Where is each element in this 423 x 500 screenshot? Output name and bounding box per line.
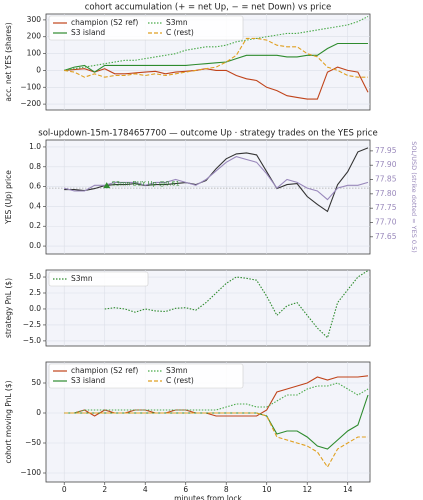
series-line [104,270,369,339]
y-tick-label: −200 [20,99,41,108]
y-tick-label: 100 [27,49,42,58]
y2-tick-label: 77.65 [375,232,397,241]
trade-marker [103,182,111,189]
y-tick-label: 50 [31,378,41,387]
y-tick-label: 1.0 [29,142,41,151]
trade-annotation: S3mn BUY Up @0.61 [112,180,180,188]
y2-tick-label: 77.90 [375,160,397,169]
x-tick-label: 8 [224,485,229,494]
x-tick-label: 0 [62,485,67,494]
x-tick-label: 4 [143,485,148,494]
plot-area [45,139,371,255]
y-tick-label: −100 [20,82,41,91]
legend-label: S3 island [71,28,105,37]
series-line [64,42,368,73]
legend-label: S3mn [71,274,93,283]
y-tick-label: 0.6 [29,182,41,191]
series-line [64,156,369,201]
x-tick-label: 10 [262,485,272,494]
y-tick-label: 0 [36,408,41,417]
series-line [64,66,369,100]
y-tick-label: 2.5 [29,288,41,297]
y-axis-label: strategy PnL ($) [4,278,13,338]
y-axis-label: acc. net YES (shares) [4,22,13,101]
panel-title: cohort accumulation (+ = net Up, − = net… [85,3,332,13]
legend-box [48,363,244,389]
y-tick-label: 5.0 [29,272,41,281]
y2-tick-label: 77.95 [375,146,397,155]
y-tick-label: −2.5 [23,320,41,329]
y-tick-label: −100 [20,468,41,477]
series-line [64,16,369,71]
y2-tick-label: 77.85 [375,175,397,184]
y-tick-label: 200 [27,32,42,41]
x-tick-label: 14 [343,485,353,494]
y-tick-label: 0.8 [29,162,41,171]
y-tick-label: 300 [27,15,42,24]
y2-axis-label: SOL/USD (strike dotted = YES 0.5) [410,141,418,253]
legend-label: S3mn [166,366,188,375]
panel-title: sol-updown-15m-1784657700 — outcome Up ·… [38,129,377,139]
y-tick-label: 0 [36,65,41,74]
y-axis-label: cohort moving PnL ($) [4,380,13,463]
legend-box [48,15,244,41]
y-tick-label: 0.0 [29,241,41,250]
y-axis-label: YES (Up) price [4,170,13,225]
x-axis-label: minutes from lock [174,494,242,500]
legend-label: champion (S2 ref) [71,18,138,27]
series-line [64,412,368,469]
y-tick-label: 0.2 [29,221,41,230]
y-tick-label: −50 [25,438,41,447]
legend-label: S3 island [71,376,105,385]
x-tick-label: 12 [302,485,312,494]
y2-tick-label: 77.80 [375,189,397,198]
legend-label: S3mn [166,18,188,27]
y-tick-label: 0.0 [29,304,41,313]
legend-label: C (rest) [166,28,194,37]
y2-tick-label: 77.75 [375,203,397,212]
y-tick-label: 0.4 [29,201,41,210]
legend-label: champion (S2 ref) [71,366,138,375]
series-line [64,382,369,414]
x-tick-label: 2 [102,485,107,494]
x-tick-label: 6 [183,485,188,494]
y2-tick-label: 77.70 [375,217,397,226]
series-line [64,37,368,78]
legend-label: C (rest) [166,376,194,385]
legend-box [48,271,149,287]
series-line [64,147,369,213]
y-tick-label: −5.0 [23,336,41,345]
